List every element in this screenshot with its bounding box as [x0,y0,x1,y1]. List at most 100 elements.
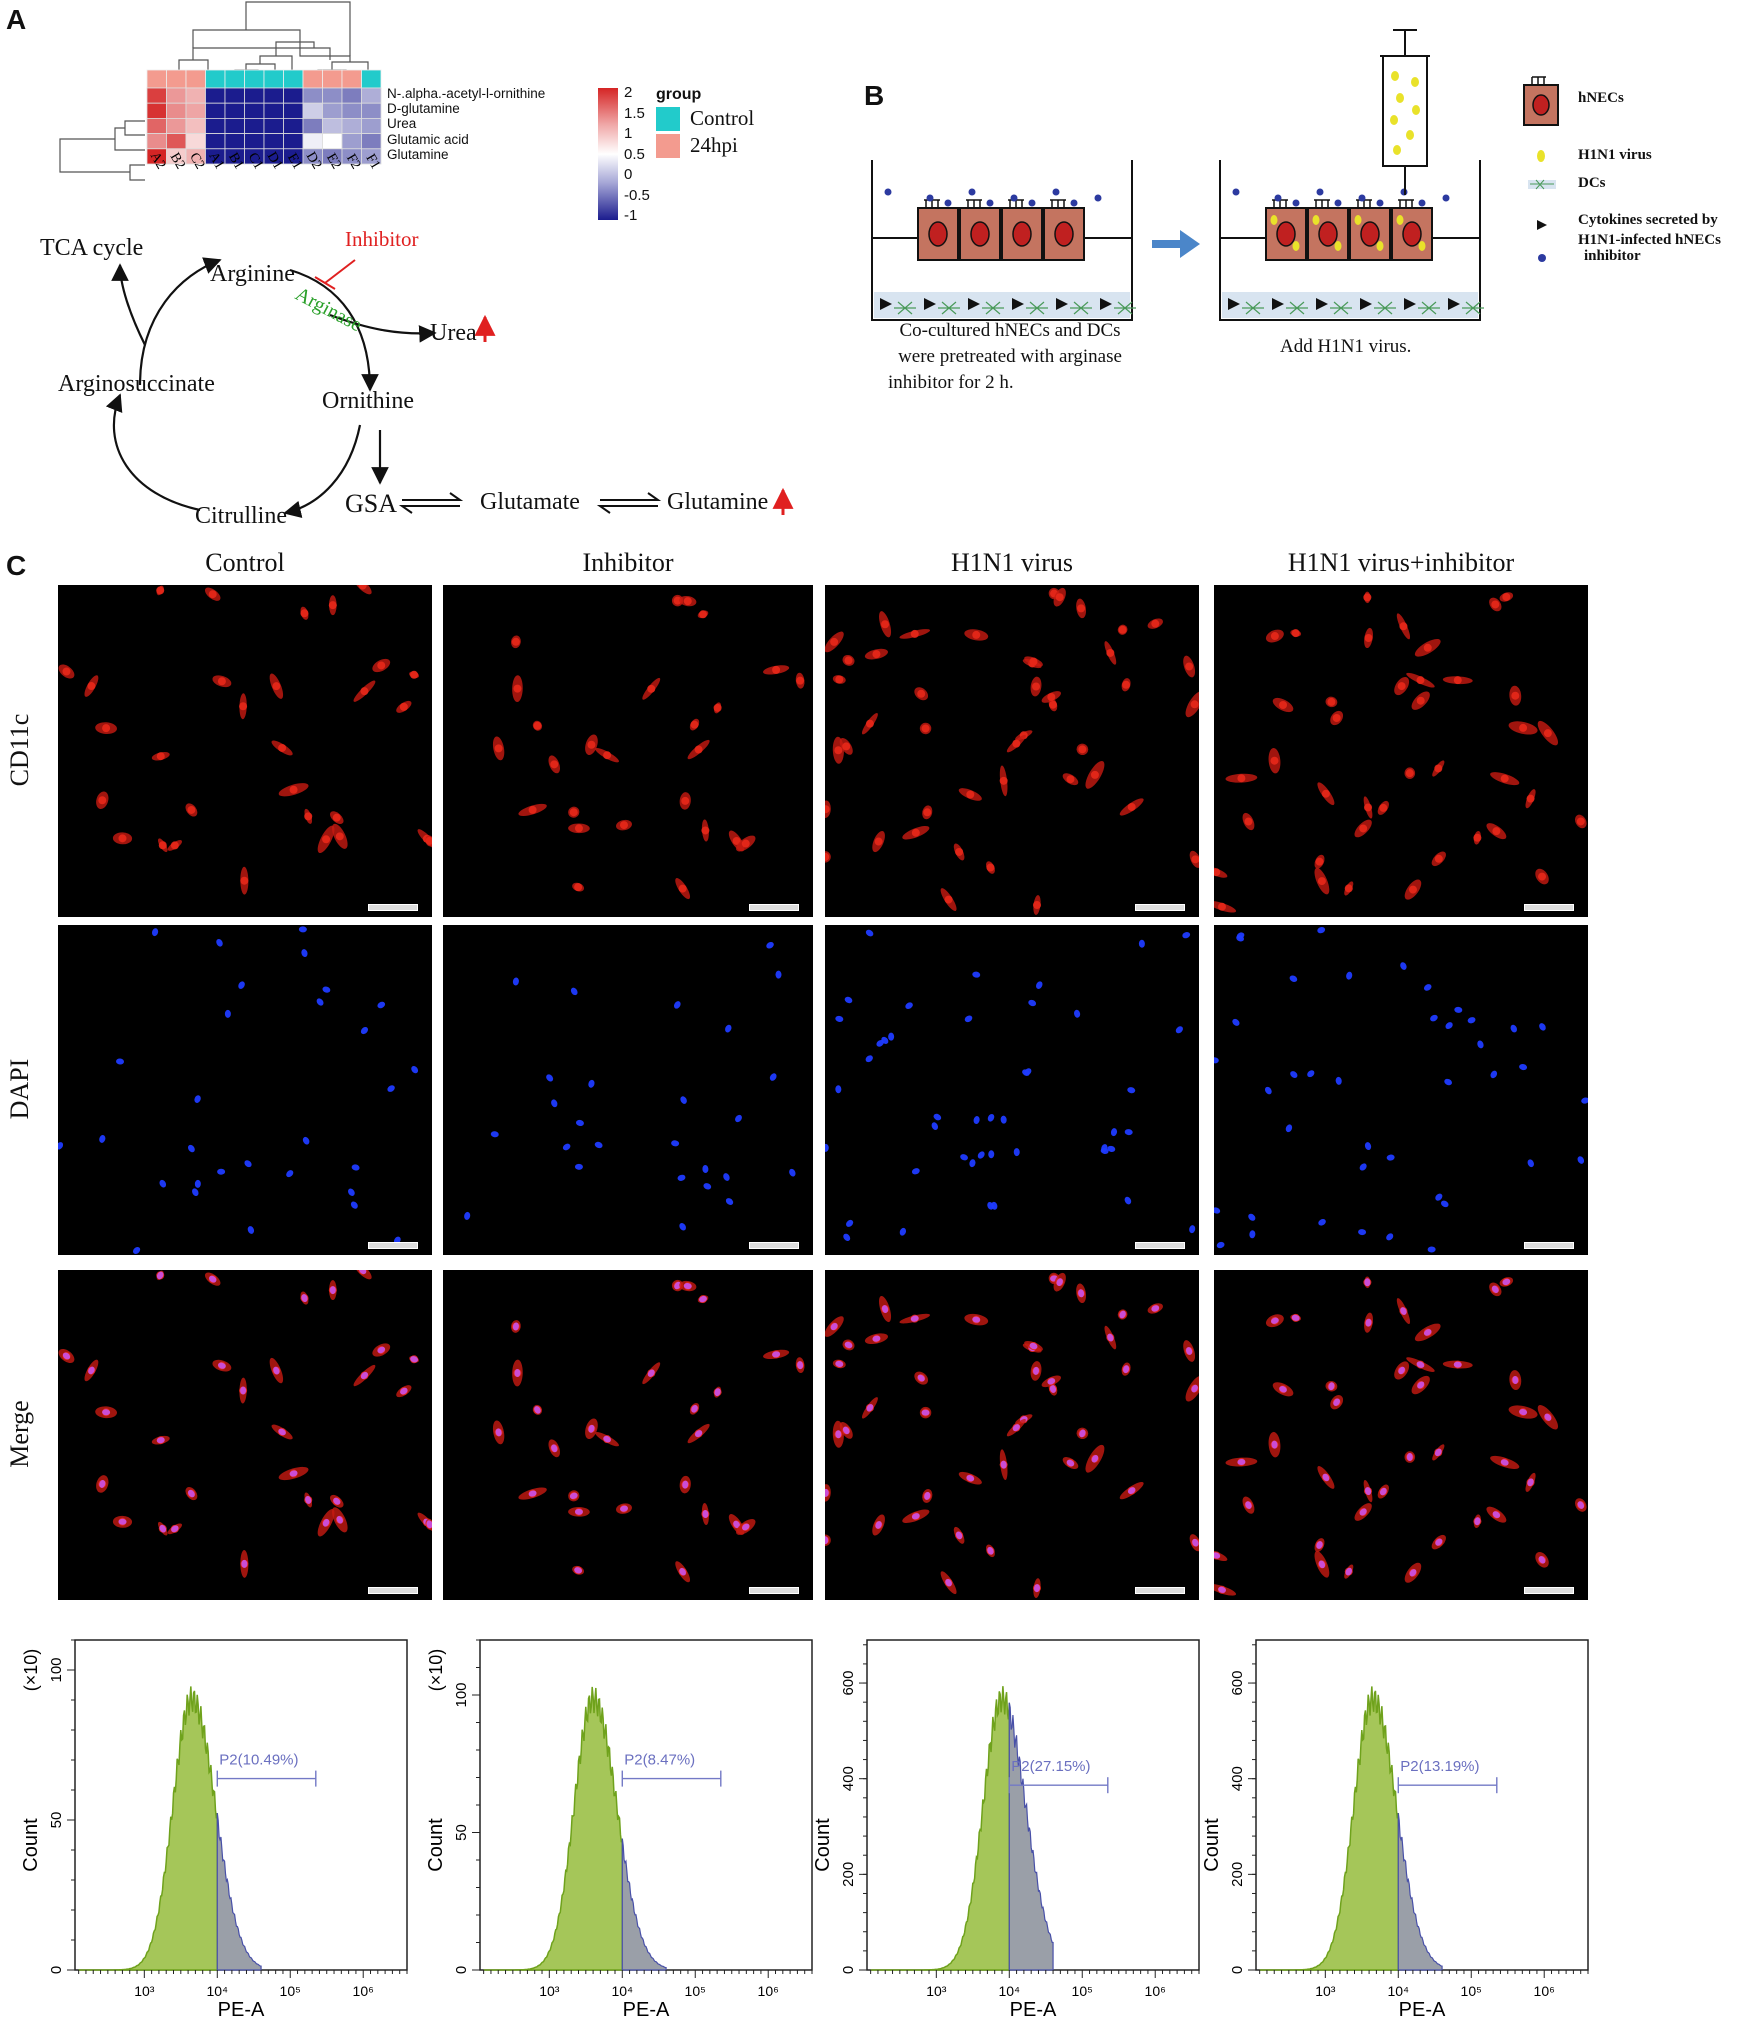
histogram-fill-gated [1008,1702,1054,1971]
histogram-svg: P2(10.49%) 10³ 10⁴ 10⁵ 10⁶ PE-A 0 50 100 Count (×1… [20,1639,408,2020]
micrograph-cells [1214,591,1587,913]
inhibitor-dot [1442,194,1450,202]
scale-tick-label: 0.5 [624,145,645,163]
micrograph-merge-1 [58,1270,432,1600]
heatmap-figure: A2 B2 C2 A1 B1 C1 D1 E1 D2 E2 F2 F1 N-.alpha.-acety… [50,0,750,230]
micrograph-row-title: DAPI [5,1058,34,1120]
dendritic-cell [1242,301,1264,315]
plot-frame [1255,1639,1589,1971]
inhibitor-dot [926,194,934,202]
dendritic-cell [1462,301,1484,315]
cytokine [1056,298,1068,310]
gate-label: P2(13.19%) [1400,1758,1479,1775]
plot-frame [74,1639,408,1971]
heatmap-cell [224,118,245,135]
pathway-glutamine: Glutamine [667,489,769,515]
pathway-urea: Urea [430,320,477,346]
gate-label: P2(10.49%) [219,1752,298,1769]
pathway-tca-cycle: TCA cycle [40,235,144,261]
heatmap-cell [146,118,167,135]
row-dendrogram [59,120,145,181]
cytokine [968,298,980,310]
heatmap-cell [322,102,343,119]
heatmap-cell [341,133,362,150]
nucleus [1054,221,1074,247]
pathway-diagram: TCA cycle Arginine Inhibitor Arginase Ur… [40,225,800,535]
x-tick-label: 10⁵ [280,1983,301,1999]
heatmap-cell [302,118,323,135]
cytokine [1272,298,1284,310]
scale-tick-label: -1 [624,207,638,224]
micrograph-cells [492,1279,805,1583]
y-axis-label: Count [20,1818,42,1872]
x-tick-label: 10⁶ [1145,1983,1166,1999]
heatmap-cell [283,133,304,150]
inhibitor-dot [944,199,952,207]
inhibitor-dot [986,199,994,207]
heatmap-cell [302,87,323,104]
x-axis-label: PE-A [1010,1999,1057,2020]
dendritic-cell [938,301,960,315]
heatmap-column-label: C1 [245,150,266,172]
y-tick-label: 600 [1229,1671,1246,1696]
dendritic-cell [1070,301,1092,315]
heatmap-column-label: B2 [167,150,188,172]
heatmap-cell [341,118,362,135]
heatmap-cell [361,102,382,119]
pathway-arginosuccinate: Arginosuccinate [58,371,215,397]
nucleus [1360,221,1380,247]
scale-bar [1524,1587,1574,1594]
heatmap-column-label: F2 [343,152,363,172]
micrograph-cells [58,1270,432,1578]
scale-bar [368,1242,418,1249]
micrograph-cells [825,929,1196,1241]
x-tick-label: 10³ [539,1983,560,1999]
gate-label: P2(27.15%) [1011,1758,1090,1775]
dendritic-cell [1418,301,1440,315]
caption-infection: Add H1N1 virus. [1280,336,1412,357]
heatmap-row-label: N-.alpha.-acetyl-l-ornithine [387,86,546,101]
heatmap-row-label: D-glutamine [387,101,460,117]
histogram-fill-ungated [870,1686,1011,1971]
legend-hnecs: hNECs [1578,90,1624,106]
cytokine [1360,298,1372,310]
heatmap-cell [283,102,304,119]
scale-bar [749,904,799,911]
heatmap-cell [361,148,382,165]
micrograph-cells [1214,1276,1587,1596]
heatmap-row-label: Urea [387,116,417,132]
micrograph-cd11c-2 [443,585,813,917]
pathway-glutamate: Glutamate [480,489,580,515]
y-tick-label: 0 [1229,1966,1246,1974]
legend-h1n1-virus: H1N1 virus [1578,147,1652,163]
heatmap-cell [341,87,362,104]
heatmap-cell [302,102,323,119]
heatmap-cell [205,133,226,150]
y-tick-label: 200 [840,1862,857,1887]
micrograph-dapi-2 [443,925,813,1255]
heatmap-cell [283,87,304,104]
heatmap-cells [146,87,382,165]
scale-tick-label: 2 [624,84,633,101]
heatmap-column-label: D2 [303,150,325,172]
caption-pretreatment-line3: inhibitor for 2 h. [888,372,1014,393]
nucleus [1402,221,1422,247]
scale-bar [1135,1587,1185,1594]
heatmap-group-bar [146,69,382,89]
scale-bar [1524,1242,1574,1249]
virus-particle [1334,241,1342,251]
panel-label-a: A [6,4,27,35]
group-cell [283,69,304,89]
dendritic-cell [1330,301,1352,315]
scale-bar [1135,1242,1185,1249]
dendritic-cell [1026,301,1048,315]
nucleus [1276,221,1296,247]
micrograph-dapi-3 [825,925,1199,1255]
y-tick-label: 0 [453,1966,470,1974]
pathway-arginine: Arginine [210,261,295,287]
legend-inhibitor: inhibitor [1584,248,1641,264]
scale-bar [368,904,418,911]
heatmap-cell [205,102,226,119]
gate-label: P2(8.47%) [624,1752,695,1769]
